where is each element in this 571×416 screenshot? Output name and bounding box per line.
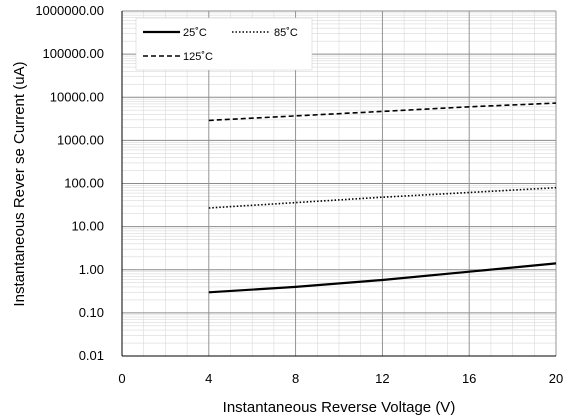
y-tick-label: 10.00: [71, 219, 104, 234]
legend-label-85c: 85˚C: [274, 27, 298, 39]
x-tick-label: 20: [549, 371, 563, 386]
x-tick-label: 12: [375, 371, 389, 386]
y-tick-label: 100000.00: [43, 46, 104, 61]
y-tick-labels: 0.01 0.10 1.00 10.00 100.00 1000.00 10000.00 10…: [35, 3, 104, 363]
y-tick-label: 1000000.00: [35, 3, 104, 18]
y-tick-label: 1000.00: [57, 132, 104, 147]
x-tick-label: 4: [205, 371, 212, 386]
series-line-0: [208, 262, 557, 294]
x-axis-title: Instantaneous Reverse Voltage (V): [223, 399, 456, 416]
x-tick-label: 16: [462, 371, 476, 386]
x-tick-labels: 0 4 8 12 16 20: [118, 371, 563, 386]
y-axis-title: Instantaneous Rever se Current (uA): [11, 61, 28, 306]
x-tick-label: 8: [292, 371, 299, 386]
y-tick-label: 1.00: [79, 262, 104, 277]
series-layer: [208, 102, 557, 294]
legend-label-125c: 125˚C: [183, 51, 213, 63]
series-line-2: [208, 102, 557, 122]
y-tick-label: 10000.00: [50, 89, 104, 104]
x-tick-label: 0: [118, 371, 125, 386]
y-tick-label: 100.00: [64, 176, 104, 191]
legend-label-25c: 25˚C: [183, 27, 207, 39]
y-tick-label: 0.10: [79, 305, 104, 320]
legend-box: [135, 17, 313, 71]
y-tick-label: 0.01: [79, 348, 104, 363]
legend: 25˚C 85˚C 125˚C: [135, 17, 313, 71]
